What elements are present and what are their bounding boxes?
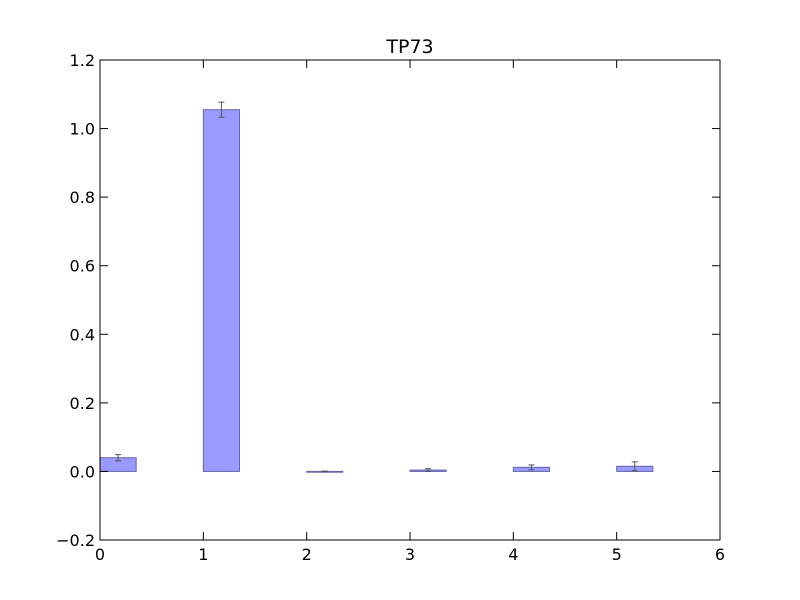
x-tick-label-6: 6 [715, 545, 725, 564]
x-tick-label-1: 1 [198, 545, 208, 564]
y-tick-label-2: 0.2 [70, 394, 95, 413]
x-tick-label-5: 5 [612, 545, 622, 564]
y-tick-label-7: 1.2 [70, 51, 95, 70]
y-tick-label-5: 0.8 [70, 188, 95, 207]
bar-1 [202, 109, 240, 472]
error-bars-layer [115, 101, 638, 473]
error-bar-4 [528, 464, 535, 471]
error-bar-2 [321, 470, 328, 473]
chart-title: TP73 [385, 36, 433, 58]
x-tick-label-4: 4 [508, 545, 518, 564]
x-tick-label-3: 3 [405, 545, 415, 564]
bars-layer [99, 109, 654, 473]
error-bar-3 [425, 468, 432, 472]
x-tick-label-0: 0 [95, 545, 105, 564]
y-tick-label-3: 0.4 [70, 325, 95, 344]
error-bar-5 [631, 461, 638, 472]
y-tick-label-0: −0.2 [56, 531, 95, 550]
y-tick-label-4: 0.6 [70, 257, 95, 276]
x-tick-label-2: 2 [302, 545, 312, 564]
error-bar-1 [218, 101, 225, 118]
ticks-layer [99, 59, 721, 541]
error-bar-0 [115, 454, 122, 462]
y-tick-label-1: 0.0 [70, 462, 95, 481]
tick-labels-layer: 0 1 2 3 4 5 6 −0.2 0.0 0.2 0.4 0.6 0.8 1.0 1.2 [56, 51, 725, 564]
y-tick-label-6: 1.0 [70, 120, 95, 139]
